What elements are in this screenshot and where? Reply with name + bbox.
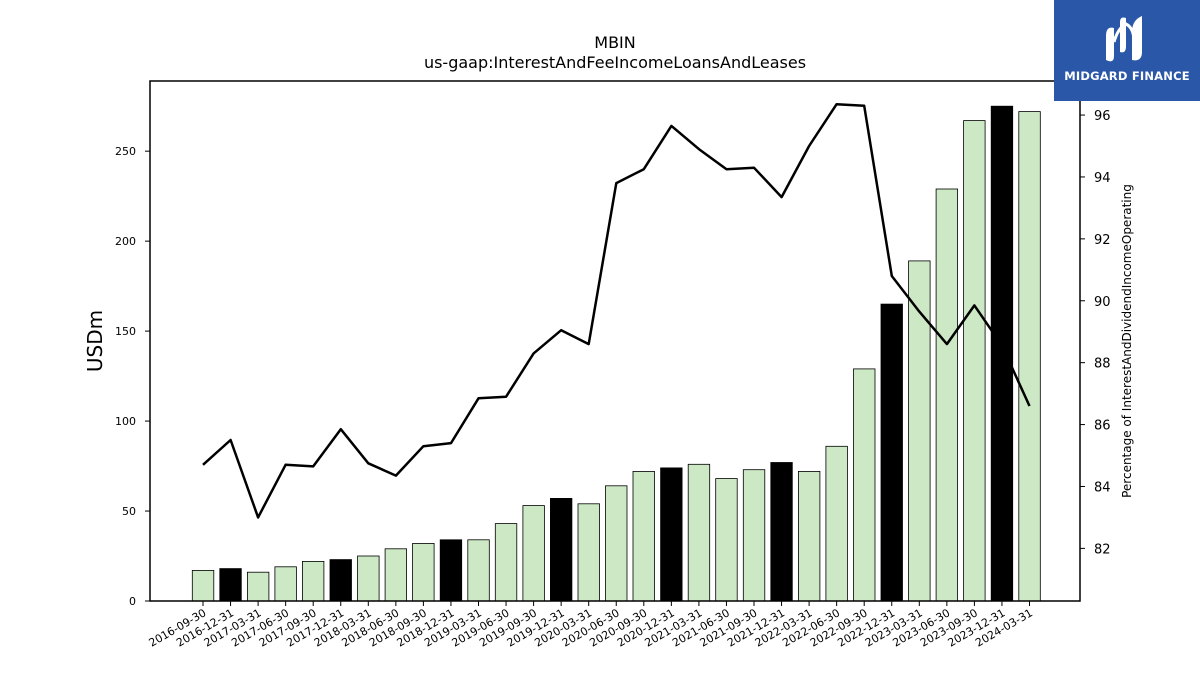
bar	[191, 570, 215, 602]
bar	[853, 368, 876, 602]
logo-mark-icon	[1106, 16, 1142, 62]
bar	[935, 188, 958, 602]
y2-tick-label: 82	[1094, 542, 1111, 557]
y2-tick-label: 86	[1094, 419, 1111, 434]
y2-tick-label: 90	[1094, 295, 1111, 310]
series-line	[202, 102, 1031, 519]
bar	[301, 561, 325, 602]
y-tick-label: 200	[115, 235, 136, 248]
bar	[550, 497, 573, 602]
x-axis: 2016-09-302016-12-312017-03-312017-06-30…	[147, 601, 1035, 650]
bar	[494, 523, 518, 602]
bar	[412, 543, 435, 602]
y2-tick-label: 84	[1094, 480, 1111, 495]
bar	[742, 469, 766, 602]
chart-subtitle: us-gaap:InterestAndFeeIncomeLoansAndLeas…	[424, 53, 806, 72]
line-series-layer	[202, 102, 1031, 519]
y-tick-label: 250	[115, 145, 136, 158]
y-axis-left: 0 50 100 150 200 250	[115, 145, 150, 608]
bar	[605, 485, 628, 602]
y-tick-label: 100	[115, 415, 136, 428]
y2-axis-label: Percentage of InterestAndDividendIncomeO…	[1120, 184, 1134, 498]
bar	[963, 120, 986, 602]
y2-tick-label: 92	[1094, 233, 1111, 248]
bar	[522, 505, 545, 602]
bar	[439, 539, 463, 602]
bar	[715, 478, 738, 602]
bar	[1018, 111, 1041, 602]
bar	[219, 568, 242, 602]
logo-text: MIDGARD FINANCE	[1064, 69, 1190, 83]
bar	[687, 463, 711, 602]
bar	[660, 467, 683, 602]
y-axis-right: 82 84 86 88 90 92 94 96	[1080, 109, 1111, 557]
bar	[825, 445, 848, 602]
bar	[329, 559, 352, 602]
bar	[274, 566, 297, 602]
y2-tick-label: 96	[1094, 109, 1111, 124]
bar	[798, 470, 821, 602]
bar	[990, 105, 1014, 602]
bar	[246, 571, 270, 602]
brand-logo: MIDGARD FINANCE	[1054, 0, 1200, 101]
y-axis-label: USDm	[83, 310, 107, 372]
bar	[770, 462, 793, 602]
y2-tick-label: 88	[1094, 357, 1111, 372]
y-tick-label: 0	[129, 595, 136, 608]
chart-title: MBIN	[594, 33, 635, 52]
bar	[467, 539, 490, 602]
bar	[880, 303, 903, 602]
y-tick-label: 50	[122, 505, 136, 518]
plot-frame	[149, 80, 1081, 602]
y2-tick-label: 94	[1094, 171, 1111, 186]
bar	[577, 503, 600, 602]
bar	[384, 548, 408, 602]
y-tick-label: 150	[115, 325, 136, 338]
bar-series	[191, 105, 1041, 602]
bar	[357, 555, 380, 602]
bar	[632, 470, 655, 602]
